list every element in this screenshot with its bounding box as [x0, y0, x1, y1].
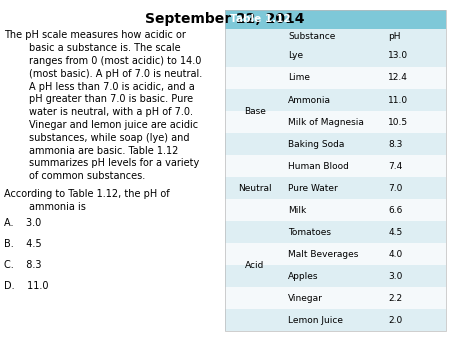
Text: Lye: Lye [288, 51, 303, 61]
Bar [225, 287, 446, 309]
Bar [225, 199, 446, 221]
Bar [225, 177, 446, 199]
Text: D.    11.0: D. 11.0 [4, 281, 49, 291]
Text: 3.0: 3.0 [388, 272, 403, 281]
Text: 4.5: 4.5 [388, 227, 402, 237]
Text: pH: pH [388, 32, 401, 41]
Text: According to Table 1.12, the pH of
        ammonia is: According to Table 1.12, the pH of ammon… [4, 189, 170, 212]
Bar [225, 89, 446, 111]
Text: Base: Base [244, 106, 266, 116]
Text: 6.6: 6.6 [388, 206, 403, 215]
Bar [225, 111, 446, 133]
Text: C.    8.3: C. 8.3 [4, 260, 42, 270]
Text: 7.4: 7.4 [388, 162, 402, 171]
Text: Milk: Milk [288, 206, 306, 215]
Text: Table 1.12: Table 1.12 [230, 15, 290, 24]
Text: The pH scale measures how acidic or
        basic a substance is. The scale
    : The pH scale measures how acidic or basi… [4, 30, 203, 181]
Text: 12.4: 12.4 [388, 73, 408, 82]
Text: Human Blood: Human Blood [288, 162, 349, 171]
Bar [225, 221, 446, 243]
Text: 7.0: 7.0 [388, 184, 403, 193]
Text: 10.5: 10.5 [388, 118, 408, 126]
Text: Apples: Apples [288, 272, 319, 281]
Bar [225, 45, 446, 67]
Text: September 22, 2014: September 22, 2014 [145, 12, 305, 26]
Text: Lemon Juice: Lemon Juice [288, 316, 343, 325]
Text: Tomatoes: Tomatoes [288, 227, 331, 237]
Bar [225, 133, 446, 155]
Text: Ammonia: Ammonia [288, 96, 331, 104]
Text: Pure Water: Pure Water [288, 184, 338, 193]
Bar [225, 10, 446, 331]
Bar [225, 243, 446, 265]
Text: 13.0: 13.0 [388, 51, 408, 61]
Bar [225, 29, 446, 45]
Text: A.    3.0: A. 3.0 [4, 218, 42, 228]
Bar [225, 265, 446, 287]
Text: Acid: Acid [245, 261, 265, 270]
Bar [225, 10, 446, 29]
Text: Neutral: Neutral [238, 184, 272, 193]
Bar [225, 155, 446, 177]
Text: Vinegar: Vinegar [288, 294, 323, 303]
Text: 11.0: 11.0 [388, 96, 408, 104]
Text: Baking Soda: Baking Soda [288, 140, 345, 149]
Text: Milk of Magnesia: Milk of Magnesia [288, 118, 364, 126]
Bar [225, 67, 446, 89]
Bar [225, 309, 446, 331]
Text: Substance: Substance [288, 32, 336, 41]
Text: 2.2: 2.2 [388, 294, 402, 303]
Text: B.    4.5: B. 4.5 [4, 239, 42, 249]
Text: 2.0: 2.0 [388, 316, 402, 325]
Text: 8.3: 8.3 [388, 140, 403, 149]
Text: Malt Beverages: Malt Beverages [288, 250, 359, 259]
Text: 4.0: 4.0 [388, 250, 402, 259]
Text: Lime: Lime [288, 73, 310, 82]
